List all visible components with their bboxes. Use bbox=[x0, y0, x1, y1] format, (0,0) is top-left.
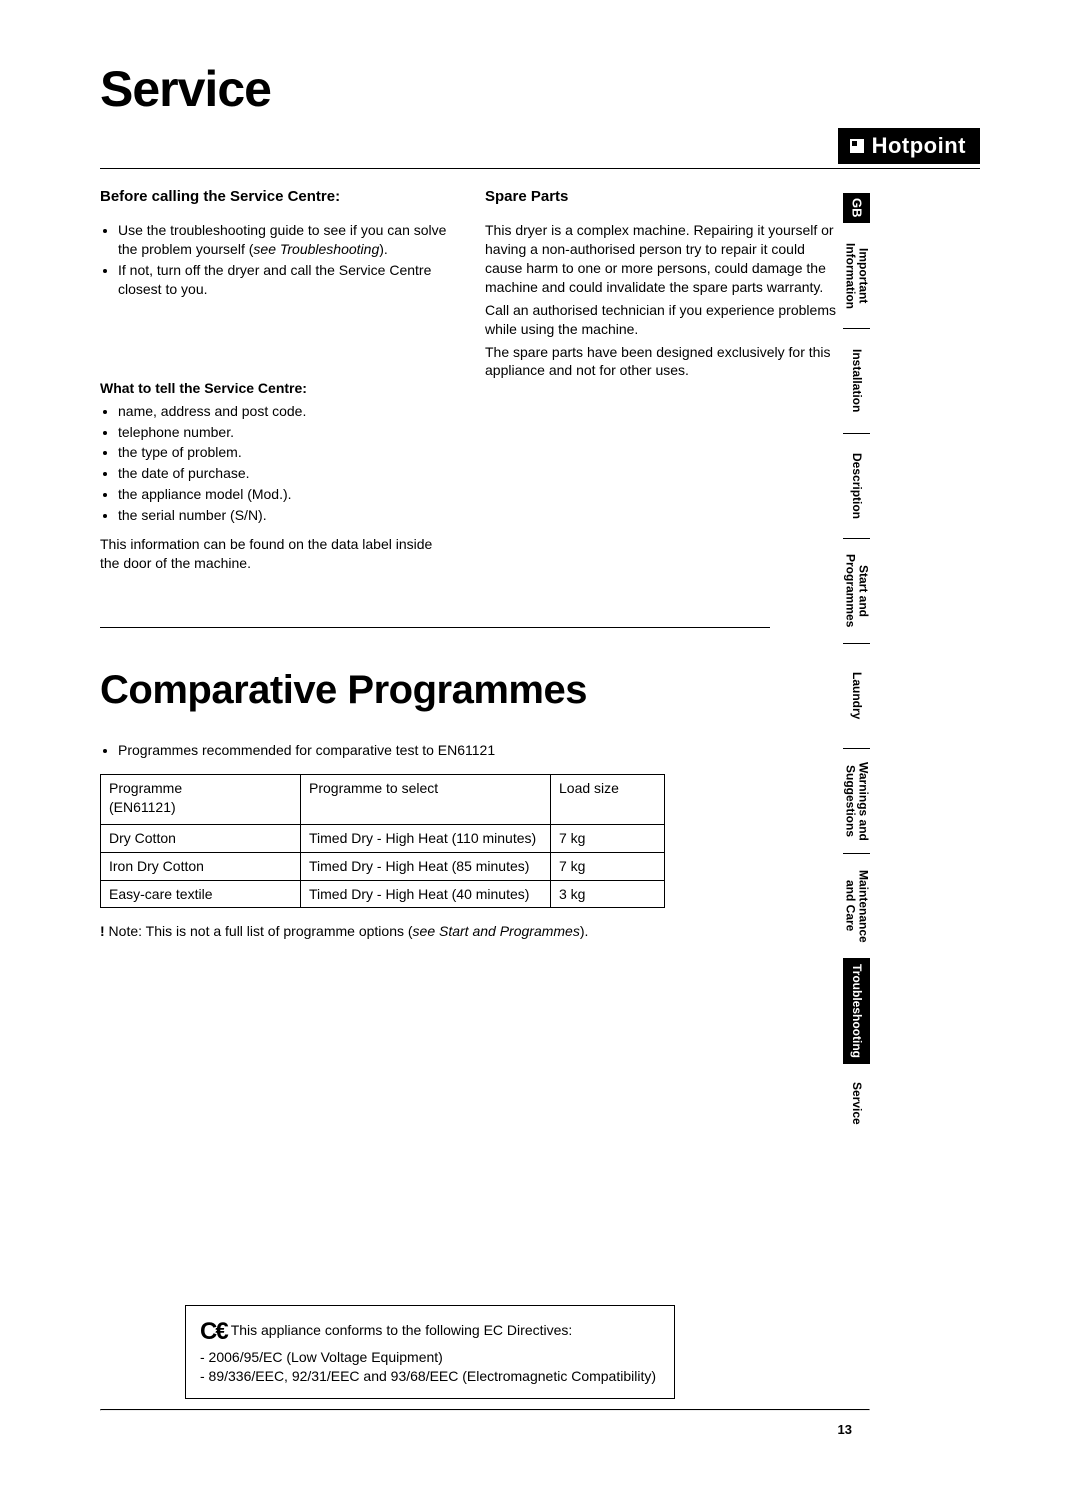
list-item: the serial number (S/N). bbox=[118, 506, 455, 525]
side-tabs: GB Important Information Installation De… bbox=[843, 193, 870, 1143]
outro-text: This information can be found on the dat… bbox=[100, 535, 455, 573]
brand-icon bbox=[850, 139, 864, 153]
tab-start-and-programmes[interactable]: Start and Programmes bbox=[843, 538, 870, 643]
list-item: Programmes recommended for comparative t… bbox=[118, 741, 770, 760]
note-after: ). bbox=[580, 923, 589, 939]
table-row: Dry Cotton Timed Dry - High Heat (110 mi… bbox=[101, 824, 665, 852]
table-row: Easy-care textile Timed Dry - High Heat … bbox=[101, 880, 665, 908]
cell: 3 kg bbox=[551, 880, 665, 908]
col-header: Programme(EN61121) bbox=[101, 774, 301, 824]
ec-line3: - 89/336/EEC, 92/31/EEC and 93/68/EEC (E… bbox=[200, 1368, 656, 1384]
brand-badge: Hotpoint bbox=[838, 128, 980, 164]
ec-line2: - 2006/95/EC (Low Voltage Equipment) bbox=[200, 1349, 443, 1365]
col-header: Programme to select bbox=[301, 774, 551, 824]
note-text: Note: This is not a full list of program… bbox=[105, 923, 413, 939]
note-italic: see Start and Programmes bbox=[413, 923, 580, 939]
header-rule bbox=[100, 168, 980, 169]
ce-mark-icon: C€ bbox=[200, 1316, 227, 1348]
list-item: telephone number. bbox=[118, 423, 455, 442]
page: Service Hotpoint Before calling the Serv… bbox=[0, 0, 1080, 1489]
tab-description[interactable]: Description bbox=[843, 433, 870, 538]
cell: Iron Dry Cotton bbox=[101, 852, 301, 880]
right-column: Spare Parts This dryer is a complex mach… bbox=[485, 187, 840, 577]
list-item: the appliance model (Mod.). bbox=[118, 485, 455, 504]
list-item: name, address and post code. bbox=[118, 402, 455, 421]
brand-bar: Hotpoint bbox=[100, 128, 980, 164]
paragraph: Call an authorised technician if you exp… bbox=[485, 301, 840, 339]
page-title: Service bbox=[100, 60, 980, 118]
left-column: Before calling the Service Centre: Use t… bbox=[100, 187, 455, 577]
text: ). bbox=[379, 241, 388, 257]
brand-label: Hotpoint bbox=[872, 133, 966, 159]
cell: Timed Dry - High Heat (110 minutes) bbox=[301, 824, 551, 852]
what-to-tell-heading: What to tell the Service Centre: bbox=[100, 379, 455, 398]
cell: 7 kg bbox=[551, 824, 665, 852]
table-row: Iron Dry Cotton Timed Dry - High Heat (8… bbox=[101, 852, 665, 880]
tab-troubleshooting[interactable]: Troubleshooting bbox=[843, 958, 870, 1063]
cell: Dry Cotton bbox=[101, 824, 301, 852]
cell: Timed Dry - High Heat (40 minutes) bbox=[301, 880, 551, 908]
page-number: 13 bbox=[838, 1422, 852, 1437]
cell: Timed Dry - High Heat (85 minutes) bbox=[301, 852, 551, 880]
what-to-tell-list: name, address and post code. telephone n… bbox=[100, 402, 455, 525]
comparative-section: Programmes recommended for comparative t… bbox=[100, 741, 770, 941]
tab-maintenance-and-care[interactable]: Maintenance and Care bbox=[843, 853, 870, 958]
tab-service[interactable]: Service bbox=[843, 1063, 870, 1143]
comparative-table: Programme(EN61121) Programme to select L… bbox=[100, 774, 665, 909]
ec-directives-box: C€This appliance conforms to the followi… bbox=[185, 1305, 675, 1399]
list-item: the date of purchase. bbox=[118, 464, 455, 483]
tab-installation[interactable]: Installation bbox=[843, 328, 870, 433]
ec-line1: This appliance conforms to the following… bbox=[231, 1322, 573, 1338]
tab-laundry[interactable]: Laundry bbox=[843, 643, 870, 748]
col-header: Load size bbox=[551, 774, 665, 824]
tab-important-information[interactable]: Important Information bbox=[843, 223, 870, 328]
content-row: Before calling the Service Centre: Use t… bbox=[100, 187, 840, 577]
footer-rule bbox=[100, 1409, 870, 1411]
table-header-row: Programme(EN61121) Programme to select L… bbox=[101, 774, 665, 824]
list-item: Use the troubleshooting guide to see if … bbox=[118, 221, 455, 259]
comparative-intro-list: Programmes recommended for comparative t… bbox=[100, 741, 770, 760]
note: ! Note: This is not a full list of progr… bbox=[100, 922, 770, 941]
paragraph: This dryer is a complex machine. Repairi… bbox=[485, 221, 840, 297]
tab-gb[interactable]: GB bbox=[843, 193, 870, 223]
cell: Easy-care textile bbox=[101, 880, 301, 908]
text-italic: see Troubleshooting bbox=[253, 241, 379, 257]
paragraph: The spare parts have been designed exclu… bbox=[485, 343, 840, 381]
spare-parts-heading: Spare Parts bbox=[485, 187, 840, 207]
before-calling-list: Use the troubleshooting guide to see if … bbox=[100, 221, 455, 299]
tab-warnings-and-suggestions[interactable]: Warnings and Suggestions bbox=[843, 748, 870, 853]
list-item: If not, turn off the dryer and call the … bbox=[118, 261, 455, 299]
before-calling-heading: Before calling the Service Centre: bbox=[100, 187, 455, 207]
comparative-title: Comparative Programmes bbox=[100, 627, 770, 713]
list-item: the type of problem. bbox=[118, 443, 455, 462]
cell: 7 kg bbox=[551, 852, 665, 880]
